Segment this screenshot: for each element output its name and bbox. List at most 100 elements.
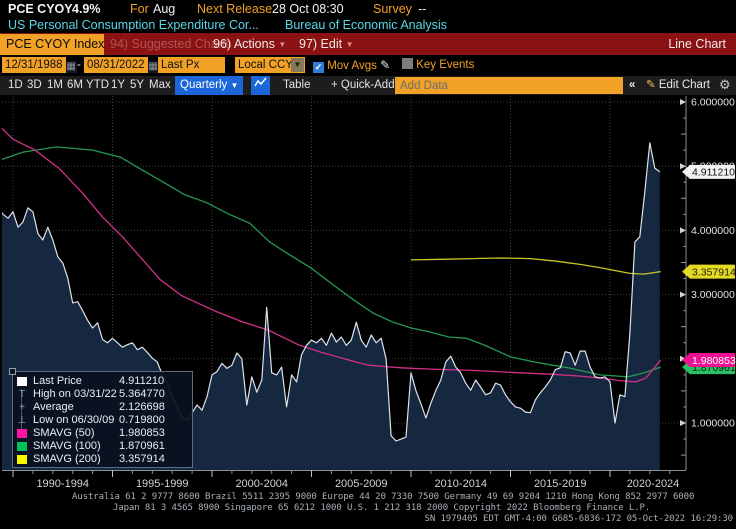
key-events-checkbox[interactable]: Key Events	[402, 57, 474, 74]
ticker-symbol: PCE CYOY	[8, 2, 73, 16]
last-value: 4.9%	[72, 2, 101, 16]
date-from-value[interactable]: 12/31/1988	[2, 57, 66, 73]
x-axis-label: 1990-1994	[36, 478, 89, 490]
y-axis-arrow-tick	[680, 355, 686, 362]
legend-value: 4.911210	[119, 375, 165, 387]
axis-tag-box	[689, 353, 735, 368]
menu-actions[interactable]: 96) Actions ▼	[213, 33, 286, 56]
mov-avgs-checkbox[interactable]: ✓ Mov Avgs ✎	[313, 57, 390, 74]
legend-value: 1.980853	[119, 427, 165, 439]
table-button[interactable]: Table	[283, 79, 311, 91]
x-axis-label: 2010-2014	[434, 478, 487, 490]
legend-row-last-price[interactable]: Last Price 4.911210	[13, 375, 192, 388]
last-price-line	[2, 142, 661, 442]
date-to-field[interactable]: 08/31/2022 ▦	[84, 57, 159, 74]
x-axis-label: 2000-2004	[235, 478, 288, 490]
date-to-value[interactable]: 08/31/2022	[84, 57, 148, 73]
range-button-max[interactable]: Max	[149, 79, 171, 91]
for-label: For	[130, 2, 149, 16]
survey-label: Survey	[373, 2, 412, 16]
edit-chart-button[interactable]: ✎ Edit Chart	[646, 76, 710, 95]
smavg50-line	[2, 127, 662, 383]
x-axis-label: 2020-2024	[627, 478, 680, 490]
y-axis-arrow-tick	[680, 420, 686, 426]
for-value: Aug	[153, 2, 176, 16]
axis-tag-text: 1.980853	[692, 355, 736, 367]
range-button-1m[interactable]: 1M	[47, 79, 63, 91]
menubar	[0, 33, 736, 55]
legend-expander-icon[interactable]	[9, 368, 16, 375]
legend-label: Average	[33, 401, 74, 413]
calendar-icon[interactable]: ▦	[147, 61, 159, 73]
gear-icon[interactable]: ⚙	[719, 77, 731, 92]
periodicity-select[interactable]: Quarterly ▼	[175, 76, 244, 95]
legend-label: Last Price	[33, 375, 82, 387]
x-axis-label: 2005-2009	[335, 478, 388, 490]
menu-edit[interactable]: 97) Edit ▼	[299, 33, 354, 56]
axis-tag-smavg50: 1.980853	[682, 353, 736, 368]
y-axis-label: 4.000000	[691, 225, 735, 237]
collapse-button[interactable]: «	[629, 79, 636, 91]
legend-label: SMAVG (50)	[33, 427, 95, 439]
range-button-6m[interactable]: 6M	[67, 79, 83, 91]
range-button-5y[interactable]: 5Y	[130, 79, 145, 91]
mov-avgs-label: Mov Avgs	[327, 60, 377, 72]
legend-row-smavg50[interactable]: SMAVG (50) 1.980853	[13, 427, 192, 440]
axis-tag-box	[689, 264, 735, 279]
y-axis-arrow-tick	[680, 291, 686, 298]
legend-row-average[interactable]: + Average 2.126698	[13, 401, 192, 414]
checkbox-checked-icon[interactable]: ✓	[313, 62, 324, 73]
range-button-1d[interactable]: 1D	[8, 79, 23, 91]
footer-contact-line: Australia 61 2 9777 8600 Brazil 5511 239…	[72, 492, 695, 502]
legend-swatch-smavg200	[17, 455, 27, 464]
smavg200-line	[410, 257, 661, 275]
range-button-ytd[interactable]: YTD	[86, 79, 109, 91]
footer-session-line: SN 1979405 EDT GMT-4:00 G685-6836-172 05…	[424, 514, 734, 524]
security-input[interactable]: PCE CYOY Index	[0, 34, 104, 55]
y-axis-label: 3.000000	[691, 289, 735, 301]
legend-average-icon: +	[19, 402, 25, 413]
legend-row-high[interactable]: T High on 03/31/22 5.364770	[13, 388, 192, 401]
currency-select[interactable]: Local CCY ▼	[235, 57, 305, 73]
legend-label: SMAVG (200)	[33, 453, 101, 465]
legend-tree-line	[21, 389, 22, 429]
date-from-field[interactable]: 12/31/1988 ▦	[2, 57, 77, 74]
chevron-down-icon[interactable]: ▼	[291, 58, 304, 72]
range-button-3d[interactable]: 3D	[27, 79, 42, 91]
axis-tag-smavg200: 3.357914	[682, 264, 736, 279]
legend-low-icon: ⊥	[17, 415, 27, 426]
axis-tag-notch	[682, 353, 690, 368]
legend-row-smavg100[interactable]: SMAVG (100) 1.870961	[13, 440, 192, 453]
periodicity-value: Quarterly	[180, 79, 228, 91]
edit-chart-label: Edit Chart	[658, 79, 710, 91]
line-chart-icon	[254, 77, 267, 87]
calendar-icon[interactable]: ▦	[65, 61, 77, 73]
y-axis-arrow-tick	[680, 99, 686, 105]
checkbox-unchecked-icon[interactable]	[402, 58, 413, 69]
add-data-input[interactable]	[395, 77, 623, 94]
menu-actions-label: 96) Actions	[213, 37, 275, 51]
price-type-select[interactable]: Last Px	[158, 57, 225, 73]
x-axis-label: 2015-2019	[534, 478, 587, 490]
legend-row-low[interactable]: ⊥ Low on 06/30/09 0.719800	[13, 414, 192, 427]
chart-type-button[interactable]	[251, 76, 270, 95]
pencil-icon[interactable]: ✎	[380, 58, 391, 72]
chart-legend: Last Price 4.911210 T High on 03/31/22 5.364…	[9, 368, 193, 468]
legend-label: Low on 06/30/09	[33, 414, 115, 426]
chevron-down-icon: ▼	[278, 40, 287, 49]
legend-swatch-smavg100	[17, 442, 27, 451]
axis-tag-last-price: 4.911210	[682, 164, 735, 179]
pencil-icon: ✎	[646, 79, 656, 91]
menu-edit-label: 97) Edit	[299, 37, 343, 51]
date-range-dash: -	[77, 59, 81, 71]
y-axis-label: 6.000000	[691, 97, 735, 109]
legend-value: 1.870961	[119, 440, 165, 452]
next-release-label: Next Release	[197, 2, 273, 16]
next-release-value: 28 Oct 08:30	[272, 2, 344, 16]
menu-suggested-charts[interactable]: 94) Suggested Charts	[110, 37, 232, 51]
range-button-1y[interactable]: 1Y	[111, 79, 126, 91]
security-description[interactable]: US Personal Consumption Expenditure Cor.…	[8, 18, 259, 32]
legend-value: 2.126698	[119, 401, 165, 413]
legend-row-smavg200[interactable]: SMAVG (200) 3.357914	[13, 453, 192, 466]
